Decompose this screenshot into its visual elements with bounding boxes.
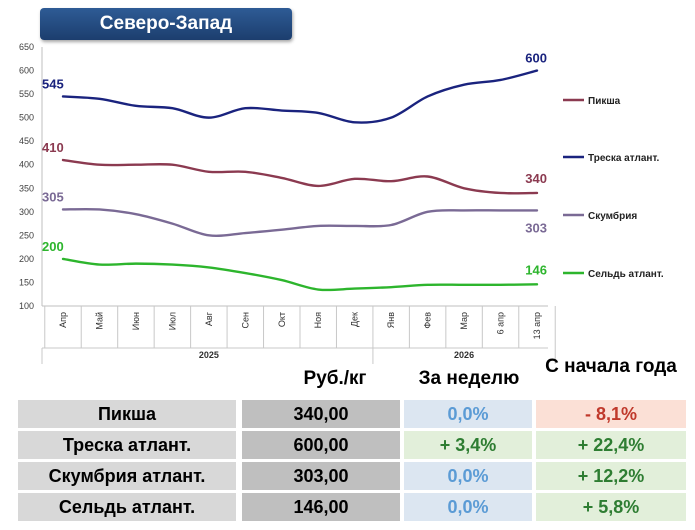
row-ytd-change: - 8,1% — [536, 400, 686, 428]
year-label: 2026 — [454, 350, 474, 360]
y-tick-label: 150 — [19, 277, 34, 287]
x-tick-label: 13 апр — [532, 312, 542, 339]
y-tick-label: 500 — [19, 113, 34, 123]
price-line-chart: 100 150 200 250 300 350 400 450 500 550 600 650 Апр М… — [19, 42, 664, 364]
y-tick-label: 550 — [19, 89, 34, 99]
row-price: 600,00 — [242, 431, 400, 459]
legend-label: Сельдь атлант. — [588, 269, 664, 280]
row-price: 146,00 — [242, 493, 400, 521]
row-ytd-change: + 5,8% — [536, 493, 686, 521]
y-tick-label: 650 — [19, 42, 34, 52]
row-name: Скумбрия атлант. — [18, 462, 236, 490]
series-start-label: 545 — [42, 76, 64, 91]
y-tick-label: 600 — [19, 66, 34, 76]
series-line-3 — [61, 257, 539, 292]
header-price: Руб./кг — [303, 368, 367, 389]
series-end-label: 600 — [525, 51, 547, 66]
series-start-label: 305 — [42, 189, 64, 204]
x-tick-label: Фев — [423, 312, 433, 329]
legend-label: Пикша — [588, 96, 621, 107]
row-week-change: 0,0% — [404, 400, 532, 428]
x-tick-label: Июл — [167, 312, 177, 330]
chart-title-box: Северо-Запад — [40, 8, 292, 40]
series-line-0 — [61, 158, 539, 195]
y-tick-label: 400 — [19, 160, 34, 170]
header-ytd: С начала года — [545, 356, 677, 377]
x-tick-label: Ноя — [313, 312, 323, 329]
x-tick-label: Дек — [350, 312, 360, 327]
series-line-1 — [61, 69, 539, 124]
x-tick-label: Авг — [204, 311, 214, 326]
header-week: За неделю — [418, 368, 520, 389]
y-tick-label: 100 — [19, 301, 34, 311]
x-tick-label: Янв — [386, 312, 396, 328]
y-tick-label: 300 — [19, 207, 34, 217]
row-week-change: 0,0% — [404, 493, 532, 521]
series-start-label: 410 — [42, 140, 64, 155]
x-tick-label: 6 апр — [496, 312, 506, 334]
series-end-label: 340 — [525, 171, 547, 186]
table-row: Сельдь атлант. 146,00 0,0% + 5,8% — [18, 493, 688, 521]
legend-label: Скумбрия — [588, 210, 637, 222]
row-ytd-change: + 22,4% — [536, 431, 686, 459]
x-tick-label: Июн — [131, 312, 141, 330]
series-end-label: 303 — [525, 220, 547, 235]
series-end-label: 146 — [525, 262, 547, 277]
row-name: Треска атлант. — [18, 431, 236, 459]
y-tick-label: 200 — [19, 254, 34, 264]
y-tick-label: 450 — [19, 136, 34, 146]
chart-title: Северо-Запад — [99, 13, 233, 34]
row-name: Пикша — [18, 400, 236, 428]
row-price: 303,00 — [242, 462, 400, 490]
x-tick-label: Окт — [277, 312, 287, 327]
legend-label: Треска атлант. — [588, 153, 659, 164]
x-tick-label: Мар — [459, 312, 469, 330]
x-tick-label: Апр — [58, 312, 68, 328]
y-tick-label: 250 — [19, 230, 34, 240]
x-tick-label: Май — [94, 312, 104, 330]
table-row: Треска атлант. 600,00 + 3,4% + 22,4% — [18, 431, 688, 459]
row-ytd-change: + 12,2% — [536, 462, 686, 490]
y-tick-label: 350 — [19, 183, 34, 193]
x-tick-label: Сен — [240, 312, 250, 329]
series-start-label: 200 — [42, 239, 64, 254]
table-row: Скумбрия атлант. 303,00 0,0% + 12,2% — [18, 462, 688, 490]
row-name: Сельдь атлант. — [18, 493, 236, 521]
row-price: 340,00 — [242, 400, 400, 428]
year-label: 2025 — [199, 350, 219, 360]
table-row: Пикша 340,00 0,0% - 8,1% — [18, 400, 688, 428]
row-week-change: 0,0% — [404, 462, 532, 490]
series-line-2 — [61, 207, 539, 237]
row-week-change: + 3,4% — [404, 431, 532, 459]
